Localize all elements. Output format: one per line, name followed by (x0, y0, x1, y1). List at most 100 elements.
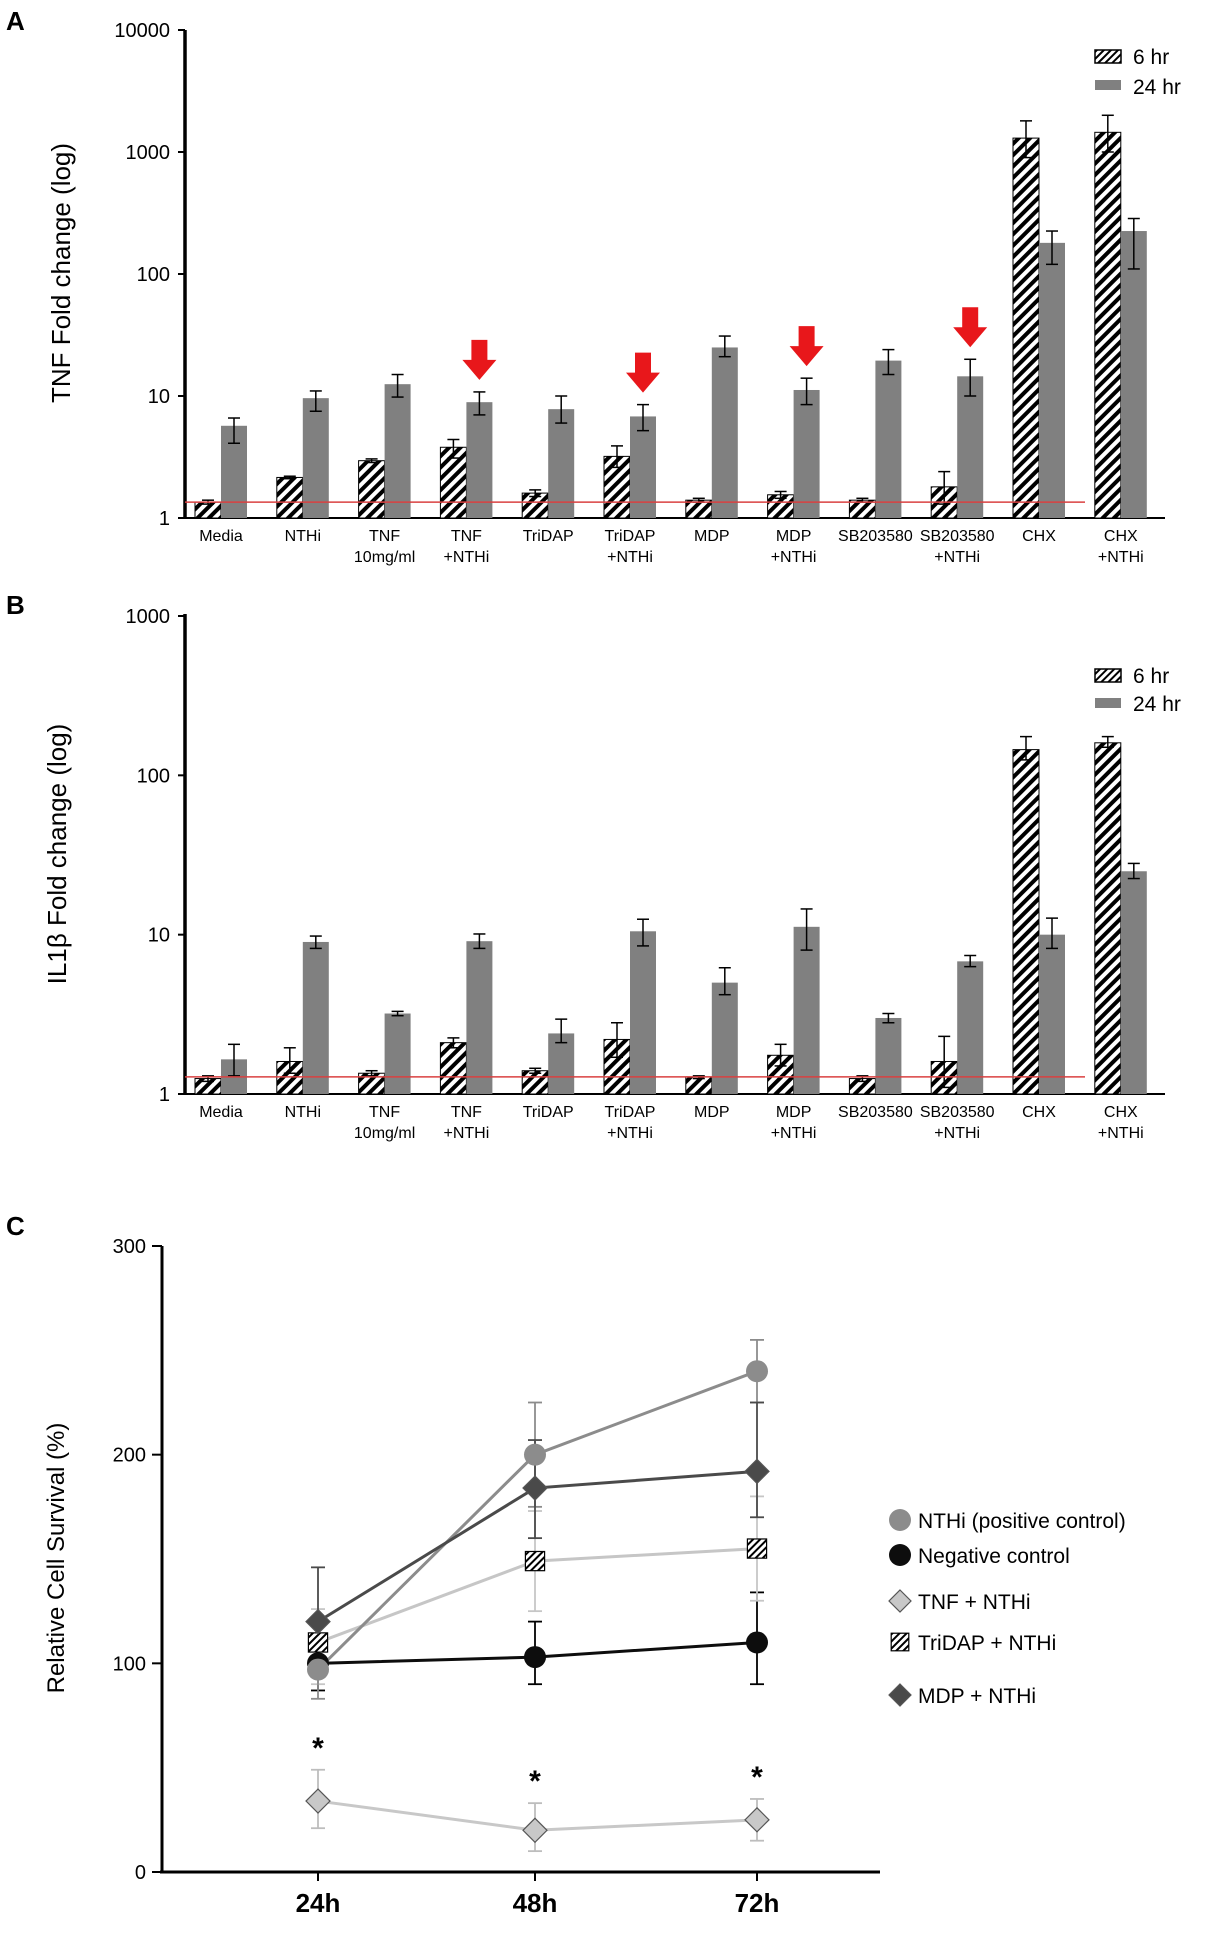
y-tick-label: 0 (135, 1862, 146, 1884)
panel-letter-b: B (6, 590, 25, 620)
category-label: MDP (776, 528, 812, 545)
panel-b-chart: 1 10 100 1000 Media NTHi TNF 10mg/ml TNF +NTHi Tr… (42, 606, 1181, 1142)
bar-6hr (358, 460, 386, 519)
diamond-marker (305, 1608, 331, 1635)
category-label: TNF (451, 528, 482, 545)
diamond-marker (744, 1806, 770, 1833)
bar-24hr (384, 1013, 411, 1094)
legend-swatch-6hr (1094, 49, 1122, 64)
category-label: +NTHi (934, 549, 980, 566)
legend-label-24hr: 24 hr (1133, 76, 1181, 99)
bar-24hr (711, 347, 738, 518)
bar-6hr (521, 1070, 549, 1095)
panel-b-y-title: IL1β Fold change (log) (42, 724, 72, 985)
category-label: MDP (694, 528, 730, 545)
category-label: SB203580 (920, 528, 995, 545)
bar-24hr (1039, 242, 1065, 518)
y-tick-label: 10 (148, 386, 170, 408)
legend-label: MDP + NTHi (918, 1685, 1036, 1708)
significance-star: * (529, 1765, 541, 1798)
category-label: +NTHi (1098, 1125, 1144, 1142)
panel-letter-a: A (6, 6, 25, 36)
legend-label: TriDAP + NTHi (918, 1632, 1056, 1655)
panel-c-y-title: Relative Cell Survival (%) (43, 1423, 70, 1694)
legend-label: Negative control (918, 1545, 1070, 1568)
diamond-marker (522, 1817, 548, 1844)
bar-24hr (1120, 231, 1147, 518)
bar-6hr (685, 1076, 713, 1095)
legend-label: TNF + NTHi (918, 1591, 1031, 1614)
legend-swatch-24hr (1095, 698, 1121, 708)
bar-24hr (466, 402, 493, 518)
series-line (316, 1369, 758, 1671)
panel-a-chart: 1 10 100 1000 10000 Media NTHi TNF 10mg/ml TNF +N… (46, 20, 1181, 566)
bar-24hr (875, 1017, 902, 1094)
category-label: TriDAP (523, 528, 574, 545)
circle-marker (889, 1544, 911, 1566)
circle-marker (889, 1509, 911, 1531)
legend-swatch-24hr (1095, 80, 1121, 90)
bar-6hr (1012, 137, 1040, 519)
category-label: +NTHi (607, 1125, 653, 1142)
category-label: TriDAP (605, 1104, 656, 1121)
red-arrow-icon (953, 307, 988, 348)
legend-label: NTHi (positive control) (918, 1510, 1126, 1533)
bar-24hr (875, 360, 902, 518)
legend-swatch-6hr (1094, 668, 1122, 683)
hatched-square-marker (746, 1538, 768, 1559)
bar-24hr (302, 941, 329, 1094)
y-tick-label: 1000 (126, 142, 171, 164)
panel-letter-c: C (6, 1211, 25, 1241)
bar-6hr (1094, 742, 1122, 1095)
diamond-marker (888, 1589, 912, 1613)
red-arrow-icon (789, 326, 824, 367)
category-label: Media (199, 1104, 243, 1121)
legend-label-6hr: 6 hr (1133, 46, 1169, 69)
circle-marker (524, 1443, 546, 1466)
diamond-marker (888, 1683, 912, 1707)
category-label: Media (199, 528, 243, 545)
y-tick-label: 1 (159, 1084, 170, 1106)
circle-marker (307, 1658, 329, 1681)
category-label: TNF (451, 1104, 482, 1121)
category-label: TriDAP (605, 528, 656, 545)
diamond-marker (305, 1788, 331, 1814)
panel-b-legend: 6 hr 24 hr (1094, 665, 1181, 716)
bar-24hr (466, 941, 493, 1094)
red-arrow-icon (462, 339, 497, 380)
category-label: NTHi (285, 1104, 321, 1121)
bar-24hr (957, 376, 984, 518)
bar-24hr (630, 416, 656, 518)
circle-marker (524, 1646, 546, 1669)
y-tick-label: 10000 (114, 20, 170, 42)
hatched-square-marker (307, 1632, 329, 1653)
bar-24hr (711, 982, 738, 1094)
category-label: TriDAP (523, 1104, 574, 1121)
category-label: NTHi (285, 528, 321, 545)
category-label: +NTHi (444, 1125, 490, 1142)
x-tick-label: 24h (296, 1888, 341, 1918)
significance-star: * (751, 1761, 763, 1794)
circle-marker (746, 1631, 768, 1654)
y-tick-label: 300 (113, 1236, 146, 1258)
y-tick-label: 1 (159, 508, 170, 530)
category-label: MDP (694, 1104, 730, 1121)
category-label: CHX (1022, 1104, 1056, 1121)
bar-24hr (957, 961, 984, 1094)
y-tick-label: 100 (113, 1653, 146, 1675)
panel-a-legend: 6 hr 24 hr (1094, 46, 1181, 99)
category-label: TNF (369, 1104, 400, 1121)
category-label: CHX (1104, 1104, 1138, 1121)
category-label: CHX (1022, 528, 1056, 545)
category-label: 10mg/ml (354, 549, 415, 566)
category-label: +NTHi (771, 549, 817, 566)
panel-a-y-title: TNF Fold change (log) (46, 143, 76, 403)
red-arrow-icon (626, 352, 660, 393)
bar-24hr (1120, 871, 1147, 1094)
diamond-marker (744, 1458, 770, 1485)
hatched-square-marker (524, 1550, 546, 1572)
category-label: CHX (1104, 528, 1138, 545)
legend-label-24hr: 24 hr (1133, 693, 1181, 716)
